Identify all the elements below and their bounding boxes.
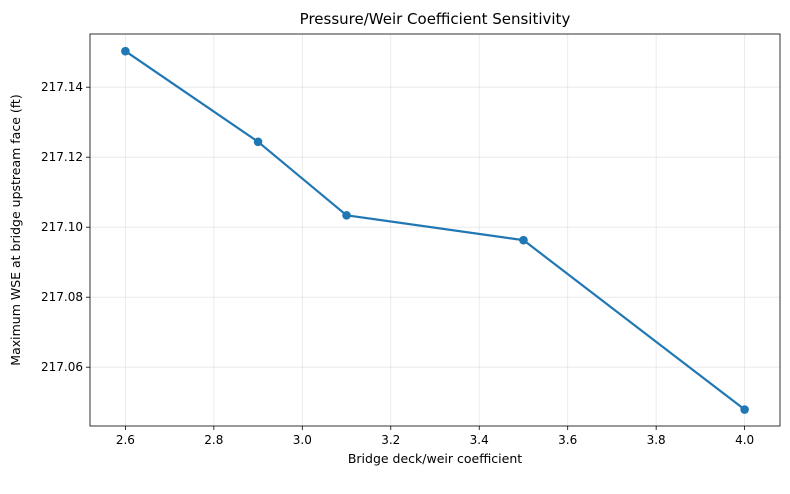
x-tick-label: 3.4 [470,433,489,447]
y-tick-label: 217.14 [41,80,83,94]
data-point [519,235,528,245]
x-tick-label: 3.6 [558,433,577,447]
x-tick-label: 3.8 [647,433,666,447]
data-point [121,46,130,56]
x-tick-label: 2.8 [204,433,223,447]
x-axis-label: Bridge deck/weir coefficient [348,451,522,466]
y-tick-label: 217.08 [41,290,83,304]
x-tick-label: 3.2 [381,433,400,447]
y-tick-label: 217.06 [41,360,83,374]
x-tick-label: 3.0 [293,433,312,447]
series-layer [121,46,749,414]
x-tick-label: 4.0 [735,433,754,447]
data-point [342,211,351,220]
y-tick-label: 217.10 [41,220,83,234]
chart-title: Pressure/Weir Coefficient Sensitivity [300,10,571,28]
x-tick-label: 2.6 [116,433,135,447]
y-axis-label: Maximum WSE at bridge upstream face (ft) [8,94,23,365]
plot-frame [89,33,781,427]
grid [90,34,780,426]
series-line [124,50,746,411]
data-point [253,137,263,147]
data-point [740,405,749,414]
y-tick-label: 217.12 [41,150,83,164]
axis-ticks: 2.6 2.8 3.0 3.2 3.4 3.6 3.8 4.0 217.06 217.08 217.… [41,80,754,447]
